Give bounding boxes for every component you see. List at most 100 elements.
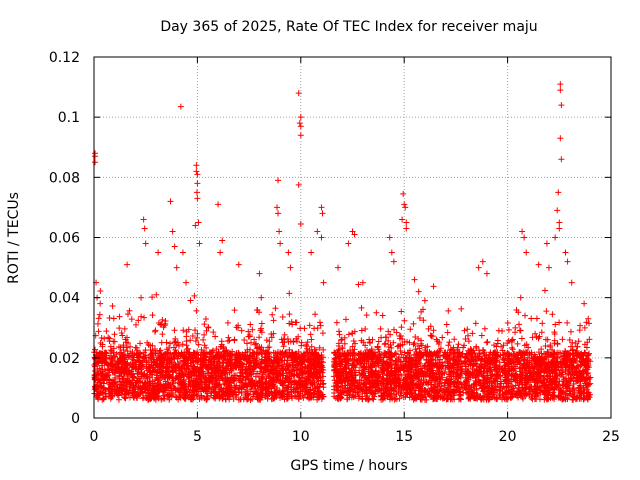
data-point [94, 320, 101, 327]
data-point [444, 329, 451, 336]
data-point [157, 321, 164, 328]
data-point [373, 309, 380, 316]
data-point [185, 326, 192, 333]
data-point [152, 327, 159, 334]
data-point [451, 336, 458, 343]
data-point [345, 331, 352, 338]
data-point [533, 315, 540, 322]
data-point [226, 337, 233, 344]
data-point [253, 340, 260, 347]
data-point [549, 311, 556, 318]
data-point [397, 332, 404, 339]
data-point [312, 311, 319, 318]
data-point [318, 377, 325, 384]
data-point [407, 326, 414, 333]
data-point [398, 308, 405, 315]
data-point [272, 305, 279, 312]
data-point [241, 336, 248, 343]
data-point [96, 311, 103, 318]
data-point [306, 322, 313, 329]
data-point [319, 330, 326, 337]
data-point [98, 334, 105, 341]
data-point [266, 338, 273, 345]
data-point [224, 319, 231, 326]
data-point [377, 325, 384, 332]
data-point [514, 340, 521, 347]
data-point [551, 337, 558, 344]
data-point [121, 394, 128, 401]
data-point [516, 321, 523, 328]
data-point [522, 312, 529, 319]
data-point [133, 344, 140, 351]
data-point [379, 312, 386, 319]
data-point [504, 320, 511, 327]
data-point [311, 325, 318, 332]
data-point [478, 332, 485, 339]
data-point [430, 283, 437, 290]
data-point [362, 325, 369, 332]
data-point [200, 336, 207, 343]
data-point [195, 341, 202, 348]
data-point [358, 304, 365, 311]
data-point [505, 326, 512, 333]
data-point [455, 341, 462, 348]
data-point [135, 317, 142, 324]
data-point [184, 345, 191, 352]
data-point [167, 340, 174, 347]
data-point [363, 312, 370, 319]
data-point [258, 294, 265, 301]
data-point [446, 339, 453, 346]
data-point [141, 314, 148, 321]
data-point [494, 337, 501, 344]
data-point [518, 335, 525, 342]
data-point [121, 325, 128, 332]
data-point [541, 287, 548, 294]
data-point [358, 327, 365, 334]
data-point [124, 311, 131, 318]
data-point [240, 374, 247, 381]
data-point [202, 316, 209, 323]
data-point [231, 336, 238, 343]
data-point [554, 340, 561, 347]
data-point [231, 307, 238, 314]
data-point [391, 326, 398, 333]
data-point [115, 396, 122, 403]
data-point [189, 332, 196, 339]
data-point [105, 334, 112, 341]
data-point [266, 344, 273, 351]
data-point [528, 315, 535, 322]
data-point [464, 326, 471, 333]
data-point [586, 320, 593, 327]
data-point [110, 338, 117, 345]
data-point [225, 334, 232, 341]
data-point [111, 331, 118, 338]
data-point [481, 325, 488, 332]
data-point [201, 331, 208, 338]
data-point [279, 313, 286, 320]
data-point [342, 316, 349, 323]
data-point [472, 320, 479, 327]
data-point [238, 327, 245, 334]
data-point [159, 331, 166, 338]
data-point [398, 324, 405, 331]
data-points [91, 81, 594, 403]
data-point [116, 313, 123, 320]
data-point [256, 334, 263, 341]
data-point [109, 302, 116, 309]
data-point [307, 331, 314, 338]
data-point [110, 315, 117, 322]
data-point [137, 340, 144, 347]
data-point [559, 336, 566, 343]
data-point [381, 341, 388, 348]
data-point [564, 319, 571, 326]
data-point [203, 344, 210, 351]
data-point [151, 328, 158, 335]
data-point [183, 338, 190, 345]
data-point [180, 327, 187, 334]
data-point [155, 319, 162, 326]
data-point [128, 316, 135, 323]
data-point [116, 325, 123, 332]
data-point [316, 319, 323, 326]
data-point [97, 288, 104, 295]
